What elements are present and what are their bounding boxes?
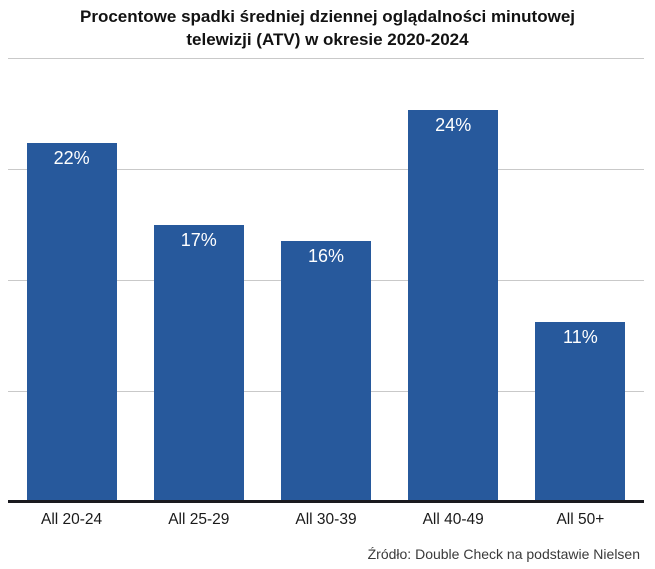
- chart-title: Procentowe spadki średniej dziennej oglą…: [0, 5, 655, 51]
- x-axis-label: All 25-29: [168, 511, 230, 528]
- x-axis-line: [8, 500, 644, 503]
- bar-value-label: 11%: [563, 327, 598, 348]
- bar-value-label: 17%: [180, 229, 217, 250]
- bar-value-label: 24%: [435, 115, 472, 136]
- plot-area: 22% All 20-24 17% All 25-29 16% All 30-39 24% A…: [8, 58, 644, 528]
- x-axis-label: All 30-39: [295, 511, 357, 528]
- bar-all-20-24: 22%: [26, 142, 117, 502]
- title-separator-gridline: [8, 58, 644, 59]
- gridline: [8, 169, 644, 170]
- chart-title-line2: telewizji (ATV) w okresie 2020-2024: [186, 30, 469, 49]
- bar-all-30-39: 16%: [281, 240, 371, 502]
- bar-value-label: 16%: [307, 245, 345, 266]
- x-axis-label: All 50+: [556, 511, 605, 528]
- x-axis-label: All 40-49: [422, 511, 484, 528]
- bar-all-50-: 11%: [535, 322, 626, 502]
- chart-title-line1: Procentowe spadki średniej dziennej oglą…: [80, 7, 575, 26]
- bar-all-40-49: 24%: [408, 110, 499, 502]
- x-axis-label: All 20-24: [41, 511, 103, 528]
- bar-all-25-29: 17%: [153, 224, 244, 502]
- bar-value-label: 22%: [53, 147, 90, 168]
- source-note: Źródło: Double Check na podstawie Nielse…: [367, 546, 640, 562]
